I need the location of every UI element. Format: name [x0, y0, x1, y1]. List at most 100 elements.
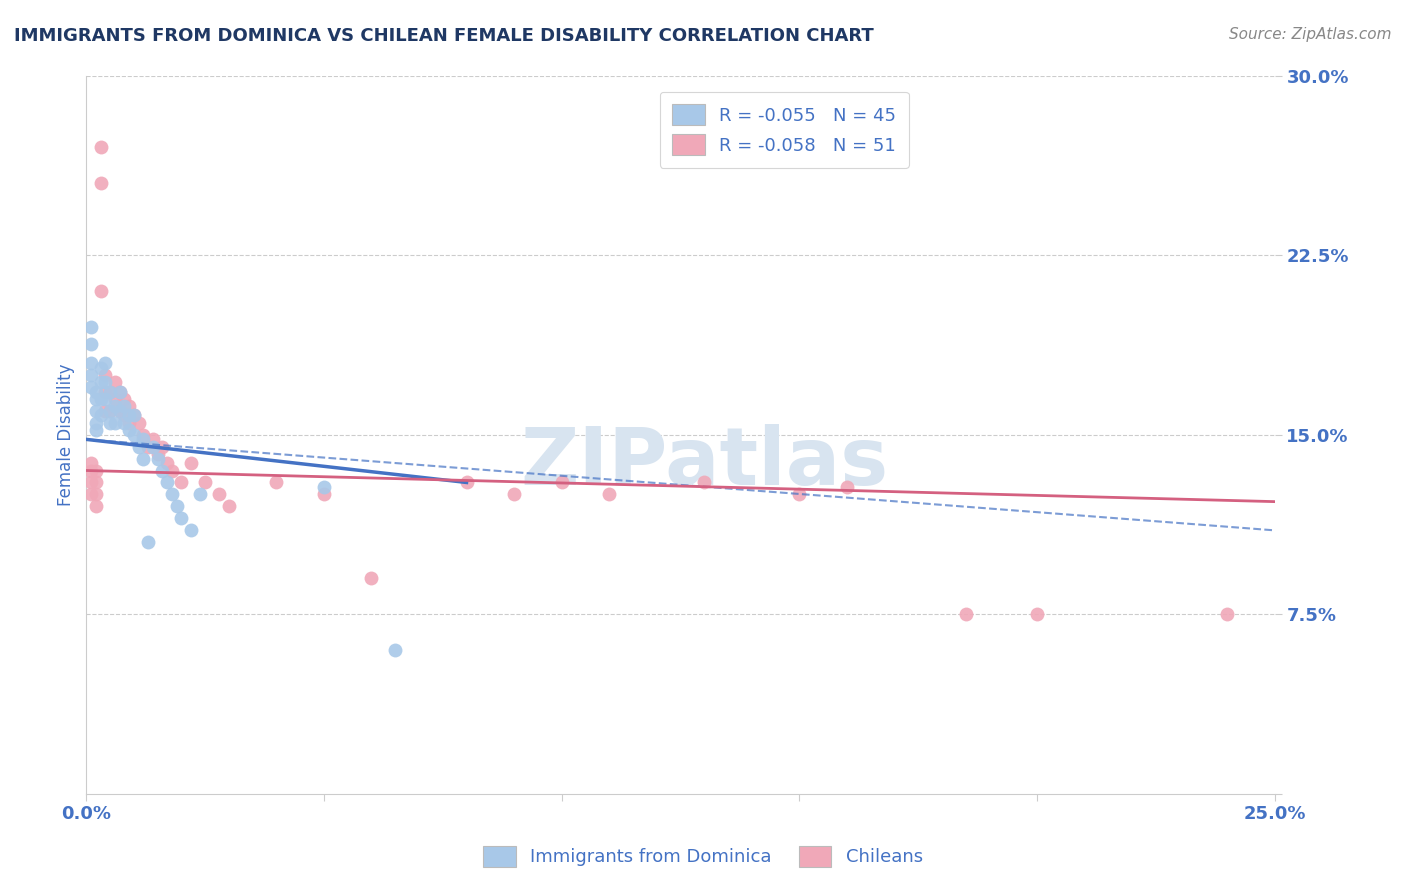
Point [80, 456, 103, 470]
Point [150, 463, 173, 477]
Point [98, 384, 121, 399]
Point [132, 433, 155, 447]
Point [84, 423, 107, 437]
Point [90, 392, 112, 406]
Text: Source: ZipAtlas.com: Source: ZipAtlas.com [1229, 27, 1392, 42]
Point [360, 571, 382, 585]
Point [118, 399, 141, 413]
Point [90, 176, 112, 190]
Legend: Immigrants from Dominica, Chileans: Immigrants from Dominica, Chileans [477, 838, 929, 874]
Point [94, 375, 117, 389]
Point [160, 487, 183, 501]
Point [84, 392, 107, 406]
Point [90, 409, 112, 423]
Point [384, 643, 406, 657]
Point [166, 500, 188, 514]
Point [190, 487, 212, 501]
Point [118, 423, 141, 437]
Point [84, 416, 107, 430]
Point [118, 416, 141, 430]
Point [90, 375, 112, 389]
Point [84, 500, 107, 514]
Point [98, 403, 121, 417]
Point [132, 427, 155, 442]
Point [112, 409, 135, 423]
Point [104, 399, 127, 413]
Point [80, 463, 103, 477]
Point [104, 375, 127, 389]
Point [94, 392, 117, 406]
Point [118, 409, 141, 423]
Point [1216, 607, 1239, 621]
Point [142, 440, 165, 454]
Point [550, 475, 572, 490]
Point [94, 403, 117, 417]
Point [122, 409, 145, 423]
Point [104, 416, 127, 430]
Point [90, 284, 112, 298]
Point [156, 475, 179, 490]
Point [787, 487, 810, 501]
Point [128, 440, 150, 454]
Point [136, 535, 159, 549]
Text: ZIPatlas: ZIPatlas [520, 425, 889, 502]
Point [312, 487, 335, 501]
Point [122, 409, 145, 423]
Point [112, 392, 135, 406]
Point [456, 475, 478, 490]
Point [98, 403, 121, 417]
Point [146, 447, 169, 461]
Point [80, 487, 103, 501]
Point [112, 399, 135, 413]
Point [208, 487, 231, 501]
Point [598, 487, 620, 501]
Point [90, 360, 112, 375]
Point [90, 140, 112, 154]
Point [108, 384, 131, 399]
Point [128, 416, 150, 430]
Point [156, 456, 179, 470]
Point [835, 480, 858, 494]
Point [955, 607, 977, 621]
Point [150, 440, 173, 454]
Point [84, 463, 107, 477]
Point [98, 384, 121, 399]
Point [218, 500, 240, 514]
Point [94, 368, 117, 382]
Point [80, 368, 103, 382]
Point [80, 336, 103, 351]
Point [146, 451, 169, 466]
Point [98, 416, 121, 430]
Point [108, 403, 131, 417]
Point [80, 475, 103, 490]
Point [170, 475, 193, 490]
Point [1025, 607, 1047, 621]
Point [132, 451, 155, 466]
Point [94, 356, 117, 370]
Point [180, 524, 202, 538]
Point [94, 384, 117, 399]
Point [80, 356, 103, 370]
Point [84, 403, 107, 417]
Legend: R = -0.055   N = 45, R = -0.058   N = 51: R = -0.055 N = 45, R = -0.058 N = 51 [659, 92, 910, 168]
Y-axis label: Female Disability: Female Disability [58, 363, 75, 506]
Point [180, 456, 202, 470]
Point [503, 487, 526, 501]
Point [693, 475, 716, 490]
Point [112, 416, 135, 430]
Point [194, 475, 217, 490]
Point [136, 440, 159, 454]
Point [84, 384, 107, 399]
Point [84, 487, 107, 501]
Point [122, 427, 145, 442]
Point [160, 463, 183, 477]
Point [266, 475, 288, 490]
Point [312, 480, 335, 494]
Text: IMMIGRANTS FROM DOMINICA VS CHILEAN FEMALE DISABILITY CORRELATION CHART: IMMIGRANTS FROM DOMINICA VS CHILEAN FEMA… [14, 27, 873, 45]
Point [142, 433, 165, 447]
Point [80, 319, 103, 334]
Point [104, 392, 127, 406]
Point [108, 403, 131, 417]
Point [80, 380, 103, 394]
Point [84, 475, 107, 490]
